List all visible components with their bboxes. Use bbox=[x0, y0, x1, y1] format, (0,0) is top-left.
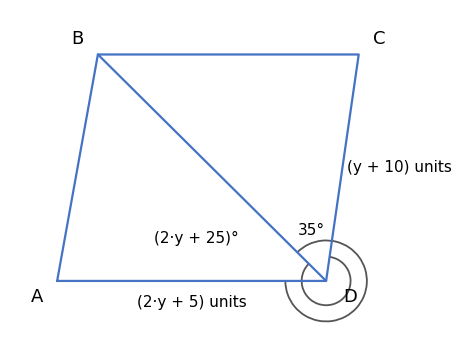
Text: D: D bbox=[343, 288, 357, 306]
Text: (2·y + 25)°: (2·y + 25)° bbox=[153, 231, 238, 246]
Text: 35°: 35° bbox=[298, 223, 325, 238]
Text: B: B bbox=[71, 30, 83, 48]
Text: C: C bbox=[372, 30, 385, 48]
Text: (y + 10) units: (y + 10) units bbox=[347, 160, 451, 175]
Text: A: A bbox=[30, 288, 43, 306]
Text: (2·y + 5) units: (2·y + 5) units bbox=[137, 295, 246, 310]
